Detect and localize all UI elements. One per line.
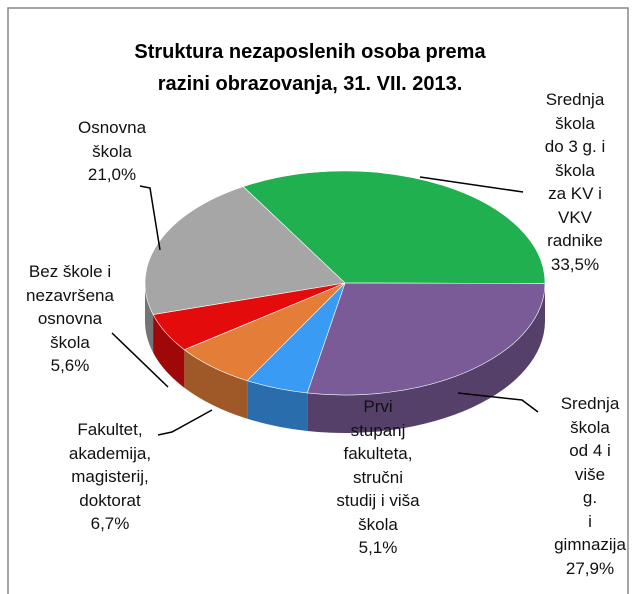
- leader-line: [111, 332, 169, 388]
- leader-lines: [111, 176, 539, 436]
- pie-side: [184, 349, 248, 419]
- value-label: 5,1%: [358, 538, 398, 557]
- pie-side: [247, 380, 308, 431]
- data-label: Srednja škola od 4 i više g. i gimnazija…: [554, 392, 626, 580]
- pie-side: [153, 314, 185, 388]
- pie-slice: [306, 282, 546, 396]
- value-label: 33,5%: [550, 254, 600, 274]
- data-label: Prvi stupanj fakulteta, stručni studij i…: [336, 395, 419, 560]
- value-label: 5,6%: [50, 356, 90, 375]
- pie-slice: [242, 170, 546, 284]
- leader-line: [157, 409, 213, 436]
- pie-side: [145, 283, 154, 353]
- value-label: 21,0%: [87, 165, 137, 184]
- data-label: Srednja škola do 3 g. i škola za KV i VK…: [545, 88, 606, 276]
- chart-title: Struktura nezaposlenih osoba prema razin…: [134, 41, 486, 95]
- category-label: Osnovna škola: [77, 118, 147, 161]
- category-label: Srednja škola do 3 g. i škola za KV i VK…: [544, 90, 606, 250]
- value-label: 27,9%: [565, 558, 615, 578]
- frame: [7, 7, 629, 594]
- leader-line: [139, 185, 161, 251]
- value-label: 6,7%: [90, 514, 130, 533]
- leader-line: [457, 392, 539, 413]
- category-label: Prvi stupanj fakulteta, stručni studij i…: [336, 397, 420, 534]
- category-label: Fakultet, akademija, magisterij, doktora…: [68, 420, 152, 510]
- data-label: Fakultet, akademija, magisterij, doktora…: [69, 418, 151, 536]
- pie: [144, 170, 546, 433]
- category-label: Srednja škola od 4 i više g. i gimnazija: [554, 394, 626, 554]
- leader-line: [419, 176, 524, 193]
- data-label: Osnovna škola 21,0%: [78, 116, 146, 187]
- data-label: Bez škole i nezavršena osnovna škola 5,6%: [26, 260, 114, 378]
- category-label: Bez škole i nezavršena osnovna škola: [26, 262, 114, 352]
